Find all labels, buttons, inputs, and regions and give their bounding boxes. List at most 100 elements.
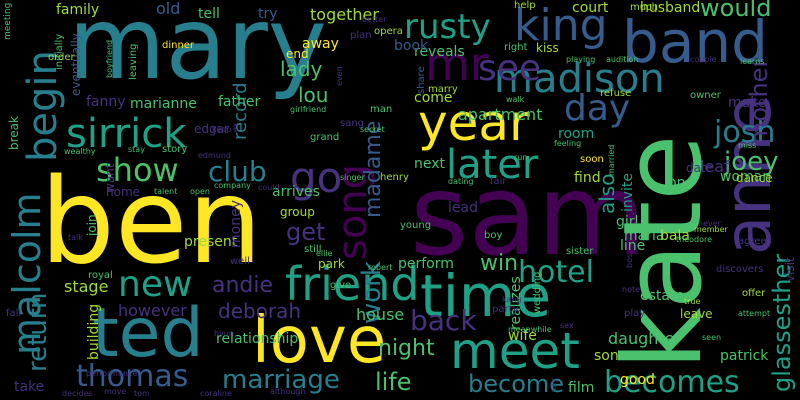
word-meanwhile: meanwhile — [508, 325, 552, 334]
word-eventually: eventually — [69, 33, 83, 96]
word-wealthy: wealthy — [64, 147, 96, 156]
word-girlfriend: girlfriend — [290, 105, 326, 114]
word-stay: stay — [128, 145, 145, 154]
word-grand: grand — [310, 132, 339, 143]
word-marriage: marriage — [222, 365, 340, 395]
word-ellie: ellie — [316, 249, 333, 258]
word-sirrick: sirrick — [66, 111, 187, 157]
word-relationship: relationship — [216, 331, 298, 347]
word-reveals: reveals — [414, 44, 465, 60]
word-edmund: edmund — [198, 151, 231, 160]
word-ex: ex — [231, 122, 240, 132]
word-take: take — [14, 379, 44, 395]
word-record: record — [230, 83, 251, 141]
word-henry: henry — [380, 172, 409, 183]
word-come: come — [414, 90, 453, 106]
word-film: film — [568, 380, 594, 396]
word-still: still — [304, 244, 321, 255]
word-young: young — [400, 220, 431, 231]
word-soon: soon — [580, 154, 604, 165]
word-decides: decides — [62, 389, 93, 398]
word-next: next — [414, 156, 446, 172]
word-josh: josh — [713, 115, 775, 150]
word-edgar: edgar — [194, 122, 229, 136]
word-estate: estate — [640, 288, 684, 304]
word-bos: bos — [625, 254, 634, 268]
word-mr: mr — [425, 37, 489, 91]
word-sam: sam — [410, 151, 646, 281]
word-fair: fair — [490, 176, 507, 187]
word-keep: keep — [212, 125, 231, 134]
word-realizes: realizes — [508, 276, 524, 330]
word-go: go — [290, 153, 342, 202]
word-group: group — [280, 205, 315, 219]
word-leaf: leaf — [700, 157, 730, 176]
word-hotel: hotel — [518, 255, 594, 290]
word-robert: robert — [368, 263, 392, 272]
word-kate: kate — [601, 134, 726, 370]
word-madame: madame — [361, 121, 386, 218]
word-park: park — [318, 257, 345, 271]
word-move: move — [104, 387, 126, 396]
word-kiss: kiss — [536, 41, 559, 55]
word-thomas: thomas — [76, 359, 188, 394]
word-make: make — [728, 95, 766, 111]
word-show: show — [96, 151, 179, 189]
word-later: later — [446, 142, 539, 188]
word-money: money — [228, 200, 244, 248]
word-man: man — [370, 104, 392, 115]
word-give: give — [330, 280, 351, 291]
word-club: club — [208, 155, 267, 188]
word-girl: girl — [616, 214, 638, 230]
word-love: love — [252, 304, 386, 378]
word-day: day — [564, 88, 630, 129]
word-party: party — [492, 304, 519, 315]
word-get: get — [286, 218, 325, 246]
word-tell: tell — [198, 6, 220, 22]
word-father: father — [218, 94, 260, 110]
word-better: better — [362, 15, 387, 24]
word-visit: visit — [783, 257, 797, 282]
word-night: night — [378, 336, 435, 361]
word-dating: dating — [448, 177, 474, 186]
word-ted: ted — [92, 294, 204, 373]
word-share: share — [416, 66, 427, 94]
word-daughter: daughter — [608, 329, 682, 348]
word-woman: woman — [720, 169, 771, 185]
word-andie: andie — [212, 273, 273, 298]
word-old: old — [156, 0, 180, 18]
word-sex: sex — [560, 321, 574, 330]
word-company: company — [214, 181, 251, 190]
word-work: work — [357, 261, 387, 324]
word-time: time — [420, 262, 551, 330]
word-however: however — [118, 301, 187, 320]
word-anne: anne — [712, 95, 786, 255]
word-play: play — [624, 308, 645, 319]
word-lady: lady — [280, 57, 323, 81]
word-perform: perform — [398, 256, 454, 272]
word-sang: sang — [340, 118, 364, 129]
word-marry: marry — [428, 84, 458, 95]
word-meeting: meeting — [3, 3, 13, 40]
word-book: book — [394, 38, 429, 54]
word-fanny: fanny — [86, 94, 126, 110]
word-madison: madison — [494, 56, 665, 102]
word-lou: lou — [298, 83, 328, 107]
word-break: break — [7, 116, 21, 150]
word-arrives: arrives — [272, 184, 320, 200]
word-attempt: attempt — [738, 309, 770, 318]
word-leaving: leaving — [128, 44, 139, 80]
word-true: true — [684, 297, 700, 306]
word-dinner: dinner — [162, 40, 195, 51]
word-becomes: becomes — [604, 365, 740, 400]
word-offer: offer — [742, 288, 766, 299]
word-house: house — [356, 305, 404, 324]
word-mother: mother — [745, 58, 773, 145]
word-band: band — [622, 8, 768, 76]
word-present: present — [184, 234, 238, 250]
word-invite: invite — [620, 173, 636, 212]
word-life: life — [375, 368, 412, 396]
word-dance: dance — [736, 171, 773, 185]
